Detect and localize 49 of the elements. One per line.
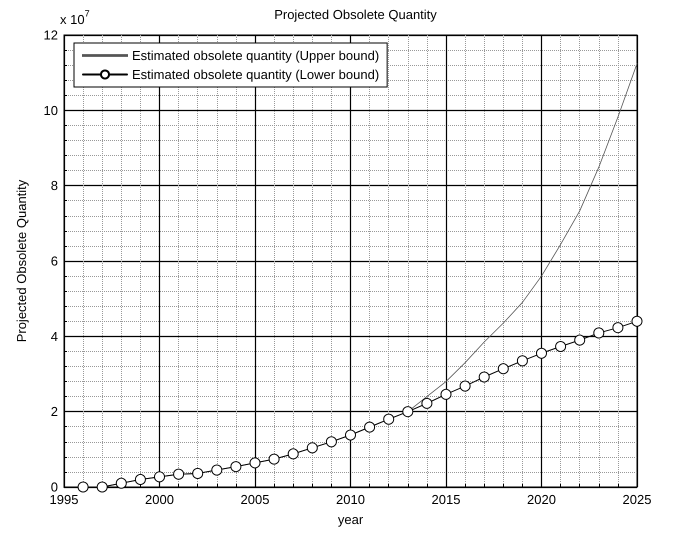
x-axis-title: year	[338, 512, 364, 527]
point	[536, 348, 547, 359]
point	[78, 482, 89, 492]
point	[555, 341, 566, 352]
point	[192, 468, 204, 479]
point	[211, 464, 222, 476]
point	[574, 334, 586, 346]
point	[478, 372, 490, 383]
legend-label: Estimated obsolete quantity (Lower bound)	[132, 67, 380, 82]
point	[96, 482, 108, 492]
point	[306, 442, 318, 454]
y-tick-label: 10	[44, 102, 58, 118]
point	[440, 388, 452, 400]
y-axis-title: Projected Obsolete Quantity	[14, 179, 29, 342]
y-tick-label: 4	[50, 328, 58, 344]
x-tick-label: 2020	[527, 492, 556, 507]
x-tick-label: 2005	[240, 492, 270, 507]
point	[593, 327, 604, 338]
point	[498, 363, 509, 374]
y-tick-label: 6	[50, 254, 58, 268]
x-tick-label: 2025	[622, 492, 652, 507]
point	[632, 316, 642, 327]
chart-title: Projected Obsolete Quantity	[274, 7, 438, 22]
point	[250, 457, 260, 468]
point	[116, 478, 127, 489]
point	[612, 322, 624, 334]
point	[154, 471, 165, 482]
point	[345, 430, 356, 441]
point	[173, 468, 184, 480]
x-tick-label: 1995	[50, 492, 78, 507]
x-tick-label: 2000	[145, 492, 174, 507]
point	[421, 398, 432, 409]
legend-label: Estimated obsolete quantity (Upper bound)	[132, 48, 380, 63]
y-tick-label: 12	[44, 28, 58, 42]
point	[230, 461, 242, 472]
point	[288, 448, 299, 460]
x-tick-label: 2015	[432, 492, 460, 507]
y-tick-label: 2	[50, 404, 58, 420]
point	[402, 406, 414, 418]
point	[268, 454, 280, 465]
point	[383, 414, 394, 425]
point	[134, 474, 146, 485]
point	[460, 380, 471, 392]
y-tick-label: 0	[50, 480, 58, 494]
x-tick-label: 2010	[336, 492, 365, 507]
point	[364, 422, 376, 433]
point	[326, 436, 337, 448]
point	[516, 355, 528, 366]
y-tick-label: 8	[50, 178, 58, 194]
